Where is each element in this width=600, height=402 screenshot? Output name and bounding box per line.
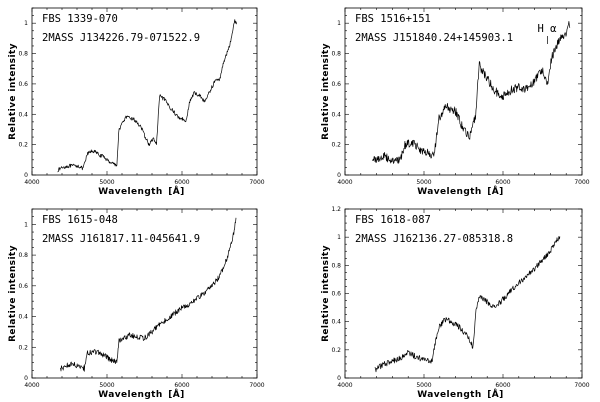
object-name-fbs: FBS 1339-070 [42, 13, 118, 25]
y-tick-label: 0.4 [18, 111, 28, 118]
x-axis-label: Wavelength [417, 390, 481, 400]
x-tick-label: 4000 [337, 382, 352, 389]
y-tick-label: 0 [24, 375, 28, 382]
y-tick-label: 0.8 [18, 51, 28, 58]
spectrum-line [374, 236, 561, 373]
spectrum-panel: 4000 5000 6000 7000 0 0.2 0.4 0.6 0.8 1 Wavelength… [321, 7, 590, 197]
y-tick-label: 0.2 [331, 142, 341, 149]
x-tick-label: 7000 [249, 179, 264, 186]
y-tick-label: 1 [337, 234, 341, 241]
y-tick-label: 1 [337, 20, 341, 27]
x-axis-label: Wavelength [98, 390, 162, 400]
y-axis-label: Relative intensity [8, 43, 18, 140]
x-axis-label: Wavelength [98, 187, 162, 197]
x-tick-label: 4000 [24, 179, 39, 186]
spectrum-line [372, 21, 571, 164]
y-tick-label: 0.2 [331, 347, 341, 354]
x-tick-label: 6000 [174, 179, 189, 186]
spectrum-line [57, 19, 237, 173]
y-tick-label: 0.2 [18, 344, 28, 351]
spectrum-panel: 4000 5000 6000 7000 0 0.2 0.4 0.6 0.8 1 Wavelength… [8, 7, 265, 197]
x-tick-label: 7000 [574, 382, 589, 389]
x-tick-label: 5000 [416, 382, 431, 389]
y-tick-label: 0.4 [18, 314, 28, 321]
y-tick-label: 0.6 [18, 283, 28, 290]
x-tick-label: 7000 [574, 179, 589, 186]
y-tick-label: 0.6 [18, 81, 28, 88]
x-tick-label: 5000 [416, 179, 431, 186]
y-axis-label: Relative intensity [8, 245, 18, 342]
object-name-fbs: FBS 1615-048 [42, 214, 118, 226]
spectrum-panel: 4000 5000 6000 7000 0 0.2 0.4 0.6 0.8 1 Wavelength… [8, 208, 265, 400]
object-name-2mass: 2MASS J134226.79-071522.9 [42, 32, 200, 44]
y-tick-label: 0.8 [18, 252, 28, 259]
y-tick-label: 1 [24, 20, 28, 27]
x-axis-label: Wavelength [417, 187, 481, 197]
object-name-fbs: FBS 1618-087 [355, 214, 431, 226]
spectrum-panel: 4000 5000 6000 7000 0 0.2 0.4 0.6 0.8 1 1.2 Wavelen… [321, 206, 590, 400]
y-tick-label: 0.6 [331, 81, 341, 88]
y-tick-label: 0 [337, 172, 341, 179]
x-axis-unit: [Å] [487, 389, 503, 400]
y-tick-label: 0.6 [331, 291, 341, 298]
x-tick-label: 5000 [99, 382, 114, 389]
x-tick-label: 6000 [495, 382, 510, 389]
y-tick-label: 0.4 [331, 319, 341, 326]
object-name-2mass: 2MASS J162136.27-085318.8 [355, 233, 513, 245]
y-tick-label: 1 [24, 221, 28, 228]
y-axis-label: Relative intensity [321, 245, 331, 342]
object-name-fbs: FBS 1516+151 [355, 13, 431, 25]
y-tick-label: 0.8 [331, 51, 341, 58]
x-tick-label: 7000 [249, 382, 264, 389]
object-name-2mass: 2MASS J161817.11-045641.9 [42, 233, 200, 245]
spectrum-line [60, 217, 237, 372]
y-tick-label: 0.4 [331, 111, 341, 118]
x-axis-unit: [Å] [487, 186, 503, 197]
x-tick-label: 5000 [99, 179, 114, 186]
y-tick-label: 0 [24, 172, 28, 179]
y-tick-label: 0 [337, 375, 341, 382]
x-tick-label: 6000 [495, 179, 510, 186]
x-tick-label: 4000 [24, 382, 39, 389]
x-tick-label: 4000 [337, 179, 352, 186]
x-tick-label: 6000 [174, 382, 189, 389]
x-axis-unit: [Å] [168, 186, 184, 197]
y-tick-label: 0.2 [18, 142, 28, 149]
y-axis-label: Relative intensity [321, 43, 331, 140]
h-alpha-label: H α [537, 23, 557, 35]
object-name-2mass: 2MASS J151840.24+145903.1 [355, 32, 513, 44]
y-tick-label: 1.2 [331, 206, 341, 213]
y-tick-label: 0.8 [331, 262, 341, 269]
x-axis-unit: [Å] [168, 389, 184, 400]
